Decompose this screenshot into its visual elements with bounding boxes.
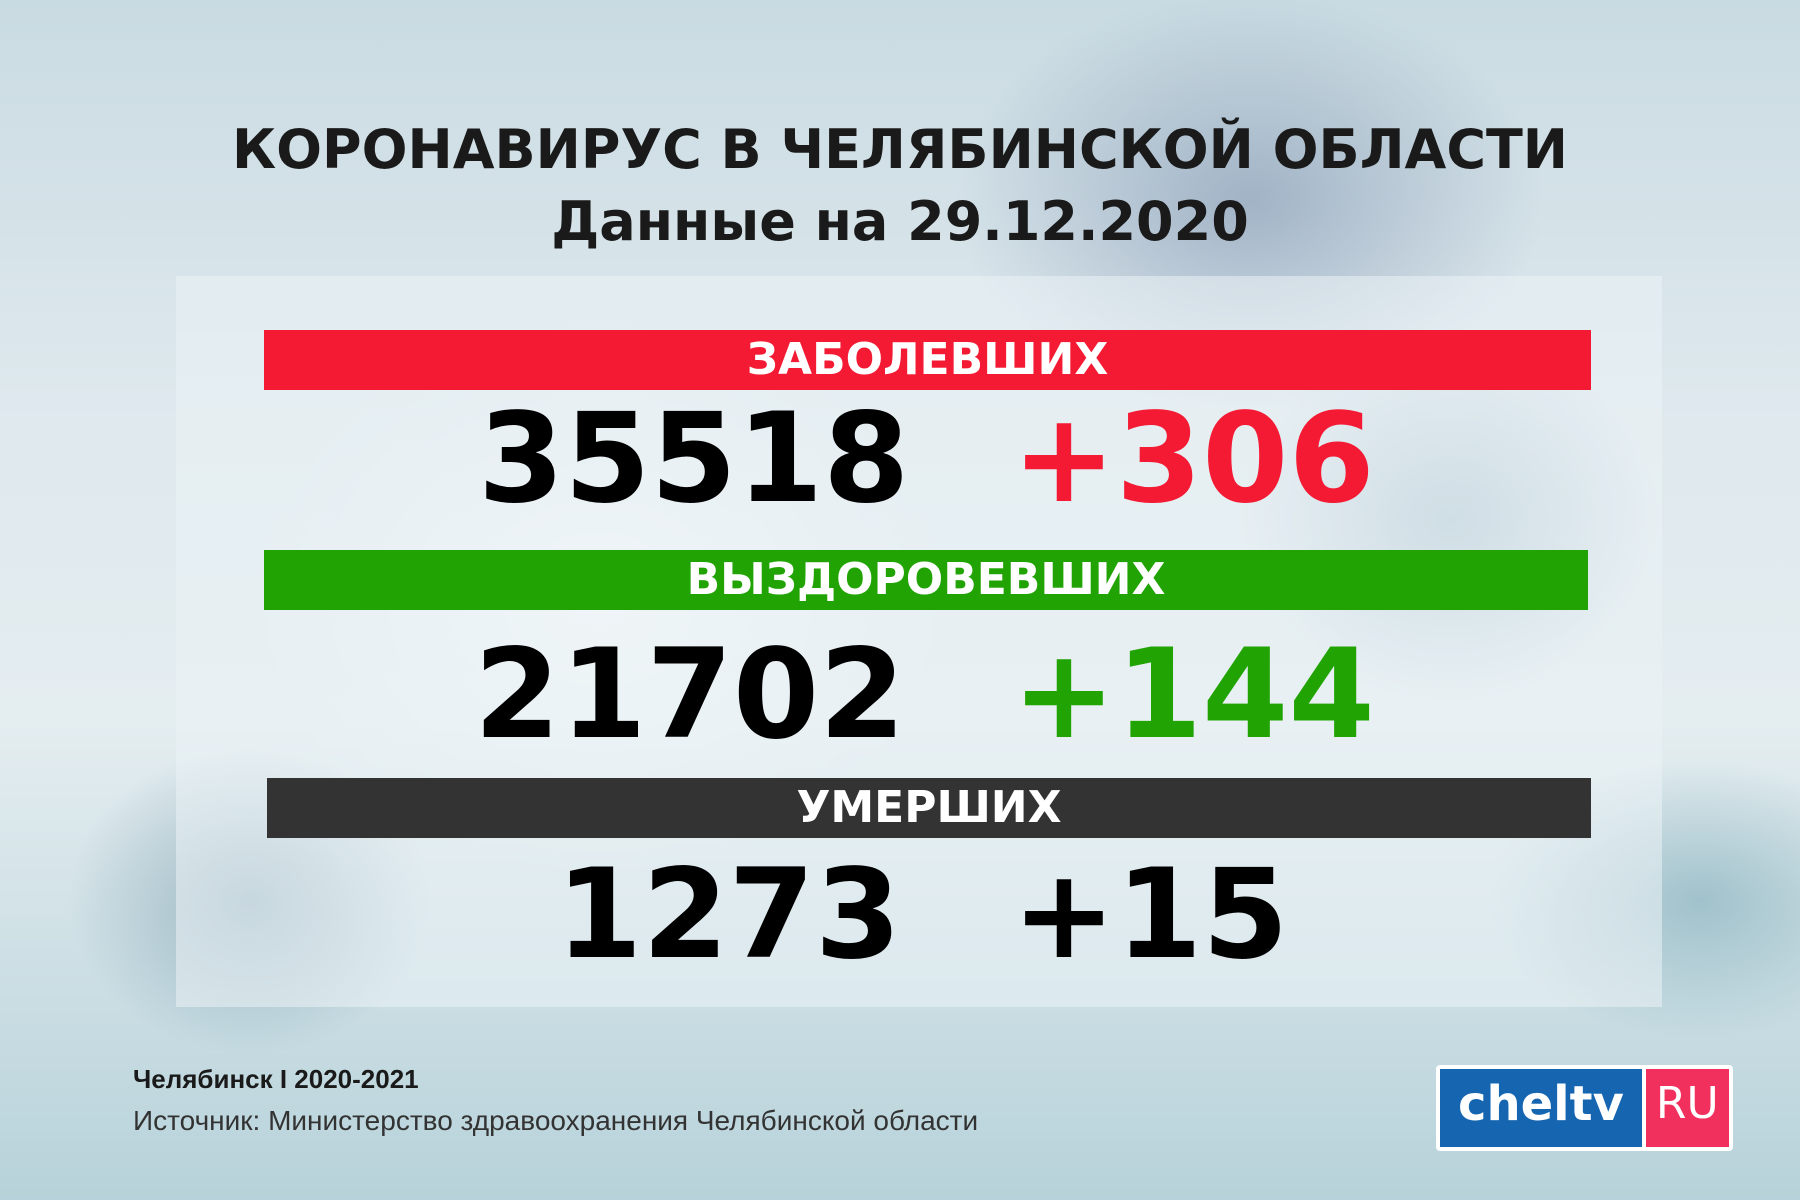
deaths-total: 1273 bbox=[556, 843, 902, 987]
deaths-label: УМЕРШИХ bbox=[267, 778, 1591, 838]
deaths-delta: +15 bbox=[1012, 843, 1289, 987]
cases-total: 35518 bbox=[478, 387, 910, 531]
logo-main: cheltv bbox=[1440, 1069, 1642, 1147]
date-subtitle: Данные на 29.12.2020 bbox=[551, 190, 1249, 253]
recovered-total: 21702 bbox=[474, 623, 906, 767]
recovered-delta: +144 bbox=[1012, 623, 1375, 767]
recovered-label: ВЫЗДОРОВЕВШИХ bbox=[264, 550, 1588, 610]
stats-panel bbox=[176, 276, 1662, 1007]
cases-label: ЗАБОЛЕВШИХ bbox=[264, 330, 1591, 390]
cheltv-logo: cheltv RU bbox=[1436, 1065, 1733, 1151]
logo-suffix: RU bbox=[1645, 1069, 1729, 1147]
cases-delta: +306 bbox=[1012, 387, 1375, 531]
footer-place-years: Челябинск I 2020-2021 bbox=[133, 1064, 419, 1094]
page-title: КОРОНАВИРУС В ЧЕЛЯБИНСКОЙ ОБЛАСТИ bbox=[232, 118, 1568, 181]
footer-source: Источник: Министерство здравоохранения Ч… bbox=[133, 1105, 979, 1136]
